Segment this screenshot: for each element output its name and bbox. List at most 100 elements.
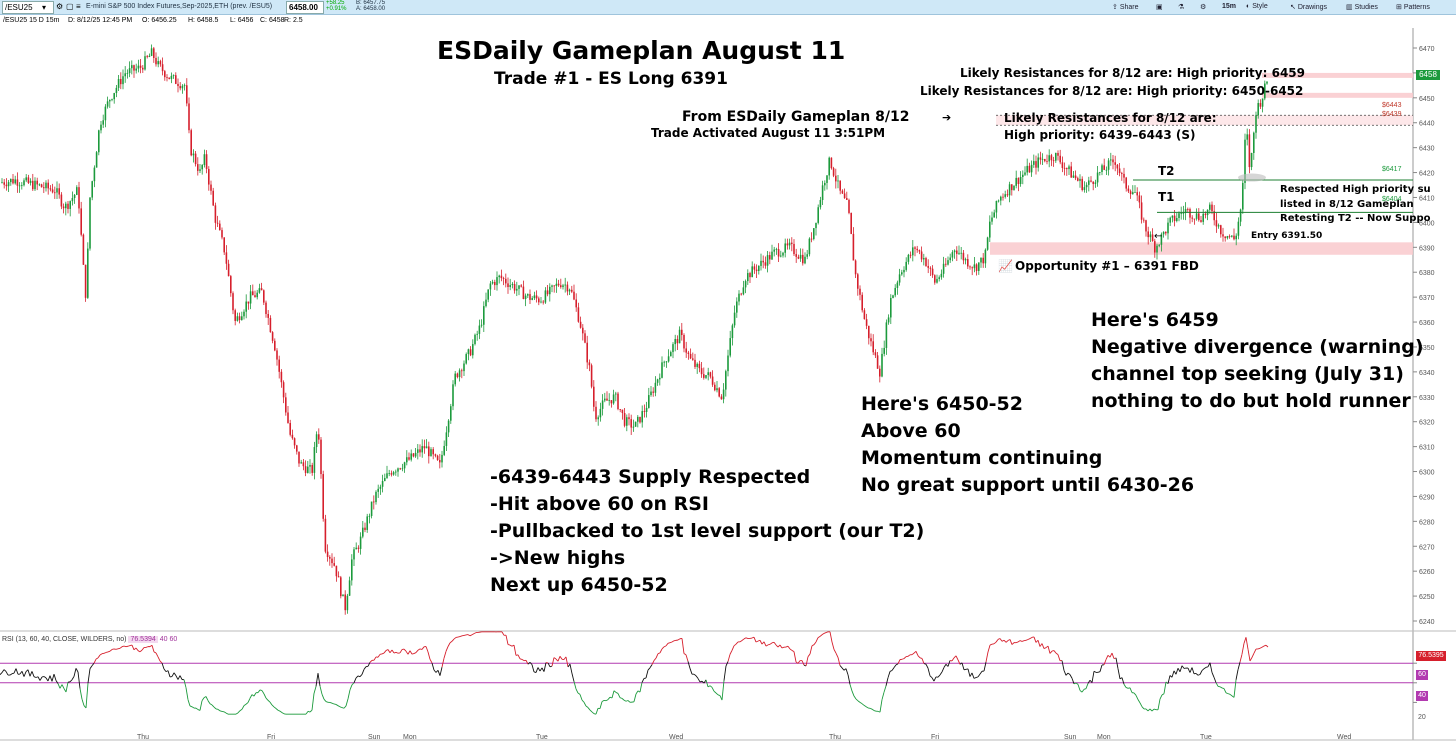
candle-body <box>388 473 390 474</box>
rsi-20-tag: 20 <box>1418 714 1426 721</box>
candle-body <box>120 78 122 85</box>
rsi-segment <box>839 665 843 669</box>
rsi-segment <box>857 700 861 703</box>
rsi-segment <box>925 663 929 669</box>
opportunity-label: Opportunity #1 – 6391 FBD <box>1015 259 1199 273</box>
candle-body <box>511 284 514 286</box>
candle-body <box>764 262 767 266</box>
rsi-segment <box>1219 686 1223 689</box>
rsi-segment <box>825 631 829 633</box>
settings-icon[interactable]: ⚙ <box>56 2 64 11</box>
y-tick-label: 6430 <box>1419 146 1435 153</box>
candle-body <box>183 85 186 87</box>
rsi-segment <box>895 663 899 666</box>
candle-body <box>916 248 918 251</box>
rsi-segment <box>5 671 9 676</box>
rsi-segment <box>1189 667 1193 673</box>
candle-body <box>56 188 58 193</box>
rsi-segment <box>785 645 789 648</box>
rsi-segment <box>687 661 691 669</box>
candle-body <box>623 413 626 426</box>
link-icon[interactable]: ≡ <box>76 2 81 11</box>
candle-body <box>300 462 302 464</box>
candle-body <box>1061 162 1064 168</box>
rsi-segment <box>1259 646 1263 649</box>
candle-body <box>1090 180 1092 182</box>
patterns-button[interactable]: ⊞ Patterns <box>1396 4 1430 11</box>
candle-body <box>586 342 588 363</box>
respected-note-2: listed in 8/12 Gameplan <box>1280 199 1414 210</box>
drawings-button[interactable]: ↖ Drawings <box>1290 4 1327 11</box>
rsi-segment <box>1251 652 1255 658</box>
rsi-segment <box>403 648 407 652</box>
rsi-segment <box>659 648 663 654</box>
rsi-segment <box>553 657 557 660</box>
candle-body <box>777 249 780 257</box>
rsi-segment <box>325 701 329 703</box>
candle-body <box>1239 209 1242 222</box>
candle-body <box>188 103 190 131</box>
rsi-segment <box>217 709 221 712</box>
candle-body <box>1160 234 1163 245</box>
candle-body <box>260 288 263 291</box>
candle-body <box>984 249 987 264</box>
rsi-segment <box>97 654 101 659</box>
candle-body <box>1255 115 1257 133</box>
rsi-segment <box>445 646 449 652</box>
candle-body <box>619 409 621 410</box>
rsi-segment <box>307 710 311 713</box>
rsi-segment <box>249 694 253 699</box>
candle-body <box>821 185 824 201</box>
candle-body <box>648 395 650 408</box>
rsi-segment <box>1187 667 1191 673</box>
rsi-segment <box>861 703 865 706</box>
y-tick-label: 6400 <box>1419 220 1435 227</box>
rsi-segment <box>801 660 805 666</box>
candle-body <box>357 547 360 549</box>
candle-body <box>1105 169 1108 171</box>
share-button[interactable]: ⇪ Share <box>1112 4 1139 11</box>
rsi-segment <box>451 638 455 642</box>
candle-body <box>861 294 863 311</box>
candle-body <box>236 316 239 321</box>
x-tick-label: Sun <box>368 734 381 741</box>
rsi-segment <box>69 679 73 683</box>
candle-body <box>392 472 395 475</box>
rsi-segment <box>671 640 675 643</box>
rsi-segment <box>689 668 693 675</box>
rsi-segment <box>341 707 345 709</box>
rsi-segment <box>995 639 999 643</box>
candle-body <box>718 388 720 397</box>
flask-icon[interactable]: ⚗ <box>1178 4 1185 11</box>
save-icon[interactable]: ▣ <box>1156 4 1163 11</box>
rsi-segment <box>1085 683 1089 689</box>
studies-button[interactable]: ▥ Studies <box>1346 4 1378 11</box>
candle-body <box>934 275 936 283</box>
rsi-segment <box>1223 688 1227 694</box>
timeframe-button[interactable]: 15m <box>1222 3 1237 10</box>
rsi-segment <box>929 675 933 679</box>
chevron-down-icon[interactable]: ▾ <box>42 3 47 12</box>
candle-body <box>729 338 731 356</box>
candle-body <box>626 417 628 426</box>
candle-body <box>1118 168 1121 174</box>
supply-tag-high: $6443 <box>1382 102 1402 109</box>
style-button[interactable]: ◐ Style <box>1246 3 1268 10</box>
symbol-input[interactable]: /ESU25 <box>2 1 54 14</box>
candle-body <box>960 252 962 254</box>
rsi-segment <box>219 710 223 712</box>
gear-icon[interactable]: ⚙ <box>1200 4 1207 11</box>
candle-body <box>1264 83 1266 99</box>
candle-body <box>568 289 571 292</box>
candle-body <box>1248 134 1251 168</box>
candle-body <box>181 85 184 89</box>
style-label: Style <box>1252 3 1268 10</box>
lock-icon[interactable]: ▢ <box>66 2 74 11</box>
note-line: -6439-6443 Supply Respected <box>490 466 811 488</box>
rsi-segment <box>1129 687 1133 693</box>
candle-body <box>1250 152 1253 168</box>
candle-body <box>555 283 558 287</box>
rsi-segment <box>81 698 85 706</box>
rsi-segment <box>401 648 405 651</box>
